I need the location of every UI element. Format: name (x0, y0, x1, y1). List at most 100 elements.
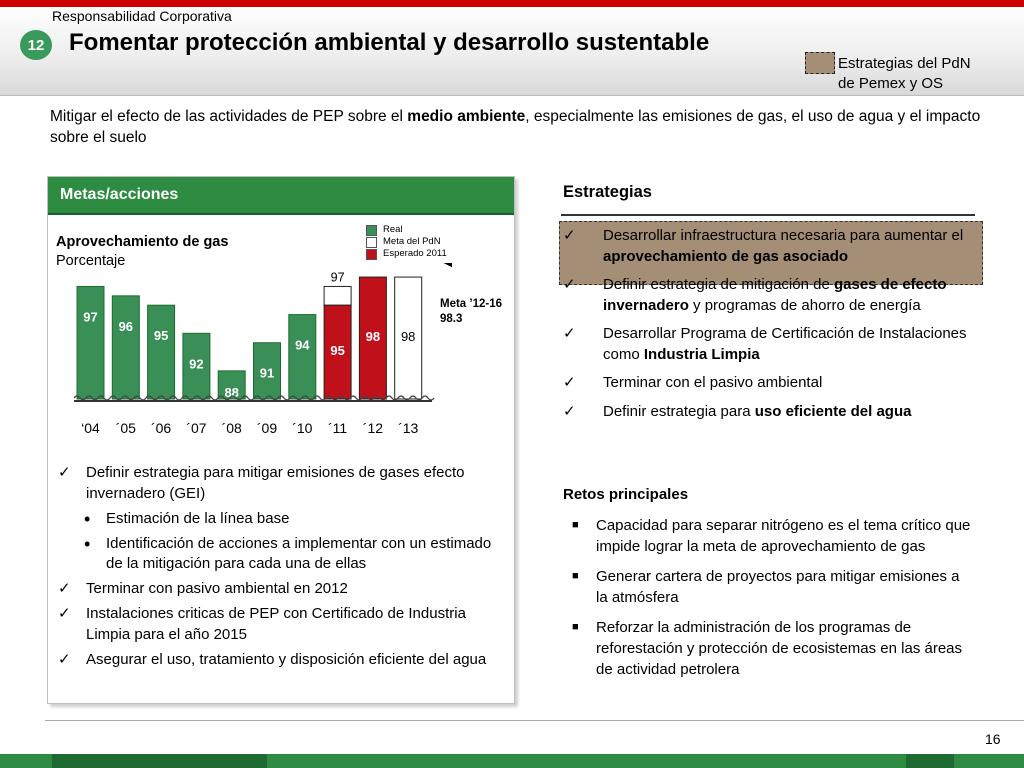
bar-value-label: 97 (83, 309, 97, 324)
bullet-icon: • (84, 509, 91, 529)
strategy-bold: aprovechamiento de gas asociado (603, 247, 849, 265)
legend-swatch-esperado (366, 248, 377, 260)
metas-list: ✓ Definir estrategia para mitigar emision… (58, 463, 508, 676)
bar-value-label: 95 (154, 328, 168, 343)
chart-title: Aprovechamiento de gas (56, 234, 229, 250)
bar-real (147, 304, 176, 400)
reto-item: ■ Generar cartera de proyectos para mitig… (572, 566, 972, 608)
reto-text: Generar cartera de proyectos para mitiga… (596, 568, 960, 606)
bottom-bar-segment (906, 754, 954, 768)
section-label: Responsabilidad Corporativa (52, 8, 232, 24)
x-tick-label: ´11 (328, 420, 347, 436)
list-item: ✓ Definir estrategia para mitigar emision… (58, 463, 508, 504)
check-icon: ✓ (563, 325, 576, 342)
list-item: • Identificación de acciones a implementa… (58, 534, 508, 575)
legend-swatch-real (366, 224, 377, 236)
list-item: • Estimación de la línea base (58, 509, 508, 530)
bar-value-label: 94 (295, 338, 310, 353)
check-icon: ✓ (58, 651, 71, 668)
list-item-text: Estimación de la línea base (106, 510, 290, 527)
x-tick-label: ‘04 (81, 420, 100, 436)
x-tick-label: ´12 (363, 420, 383, 436)
x-tick-label: ´10 (292, 420, 312, 436)
legend-item-meta: Meta del PdN (366, 236, 447, 248)
legend-line-2: de Pemex y OS (838, 75, 944, 92)
meta-annotation: Meta ’12-16 98.3 (440, 297, 502, 327)
legend-text: Estrategias del PdN de Pemex y OS (838, 54, 1008, 94)
axis-break (73, 395, 435, 401)
bar-meta (323, 285, 352, 306)
meta-annotation-value: 98.3 (440, 313, 463, 325)
list-item-text: Terminar con pasivo ambiental en 2012 (86, 579, 348, 597)
bottom-bar-segment (52, 754, 267, 768)
strategy-item: ✓ Definir estrategia para uso eficiente d… (563, 402, 975, 423)
bar-real (288, 314, 317, 400)
strategy-bold: Industria Limpia (643, 345, 760, 363)
strategies-title: Estrategias (563, 183, 652, 201)
bar-real (253, 342, 281, 400)
check-icon: ✓ (563, 276, 576, 293)
bar-real (76, 285, 105, 400)
bar-top-label: 97 (331, 270, 345, 284)
header-divider (0, 95, 1024, 96)
bar-real (111, 295, 140, 400)
strategies-rule (561, 214, 975, 216)
list-item-text: Definir estrategia para mitigar emisione… (86, 464, 465, 502)
square-bullet-icon: ■ (572, 621, 579, 633)
x-tick-label: ´07 (186, 420, 206, 436)
strategy-item: ✓ Desarrollar infraestructura necesaria p… (563, 226, 975, 267)
intro-post: , especialmente las emisiones de gas, el… (50, 108, 981, 146)
check-icon: ✓ (58, 579, 71, 597)
list-item-text: Asegurar el uso, tratamiento y disposici… (86, 651, 487, 668)
strategy-text: Terminar con el pasivo ambiental (603, 374, 823, 391)
bar-value-label: 95 (330, 343, 344, 358)
reto-item: ■ Reforzar la administración de los progr… (572, 617, 972, 680)
chart-unit: Porcentaje (56, 253, 126, 269)
chart-legend: Real Meta del PdN Esperado 2011 (366, 224, 447, 260)
bar-value-label: 98 (401, 329, 415, 344)
reto-text: Capacidad para separar nitrógeno es el t… (596, 517, 971, 555)
footer-divider (45, 720, 1024, 721)
pdn-strategy-highlight (559, 221, 983, 285)
bar-meta (394, 276, 423, 400)
bar-value-label: 96 (119, 319, 133, 334)
x-tick-label: ´13 (398, 420, 418, 436)
retos-title: Retos principales (563, 486, 689, 503)
reto-item: ■ Capacidad para separar nitrógeno es el … (572, 515, 972, 557)
bar-value-label: 98 (366, 329, 380, 344)
retos-list: ■ Capacidad para separar nitrógeno es el … (572, 515, 972, 689)
strategy-text: Definir estrategia para (603, 402, 755, 420)
legend-line-1: Estrategias del PdN (838, 55, 971, 72)
intro-bold: medio ambiente (407, 108, 526, 125)
x-tick-label: ´08 (222, 420, 242, 436)
bar-value-label: 92 (189, 356, 203, 371)
check-icon: ✓ (58, 464, 71, 481)
check-icon: ✓ (563, 227, 576, 244)
meta-annotation-label: Meta ’12-16 (440, 298, 503, 310)
x-tick-label: ´09 (257, 420, 277, 436)
slide-number-badge: 12 (20, 30, 52, 60)
bullet-icon: • (84, 533, 91, 554)
header-band (0, 7, 1024, 95)
list-item: ✓ Terminar con pasivo ambiental en 2012 (58, 579, 508, 600)
intro-pre: Mitigar el efecto de las actividades de … (50, 108, 408, 125)
strategy-text: Desarrollar infraestructura necesaria pa… (603, 227, 964, 244)
bar-real (217, 370, 246, 400)
square-bullet-icon: ■ (572, 519, 579, 531)
legend-item-real: Real (366, 224, 447, 236)
page-title: Fomentar protección ambiental y desarrol… (69, 29, 710, 56)
square-bullet-icon: ■ (572, 570, 579, 582)
legend-swatch-meta (366, 236, 377, 248)
check-icon: ✓ (563, 402, 576, 420)
strategy-item: ✓ Terminar con el pasivo ambiental (563, 373, 975, 394)
strategy-bold: uso eficiente del agua (754, 402, 912, 420)
check-icon: ✓ (58, 605, 71, 622)
bar-esperado (358, 276, 387, 400)
x-tick-label: ´06 (151, 420, 171, 436)
page-number: 16 (985, 731, 1001, 747)
strategy-item: ✓ Desarrollar Programa de Certificación d… (563, 324, 975, 365)
strategy-text: Definir estrategia de mitigación de (603, 276, 834, 293)
bar-value-label: 88 (224, 385, 238, 400)
list-item: ✓ Instalaciones criticas de PEP con Certi… (58, 604, 508, 645)
strategy-item: ✓ Definir estrategia de mitigación de gas… (563, 275, 975, 316)
